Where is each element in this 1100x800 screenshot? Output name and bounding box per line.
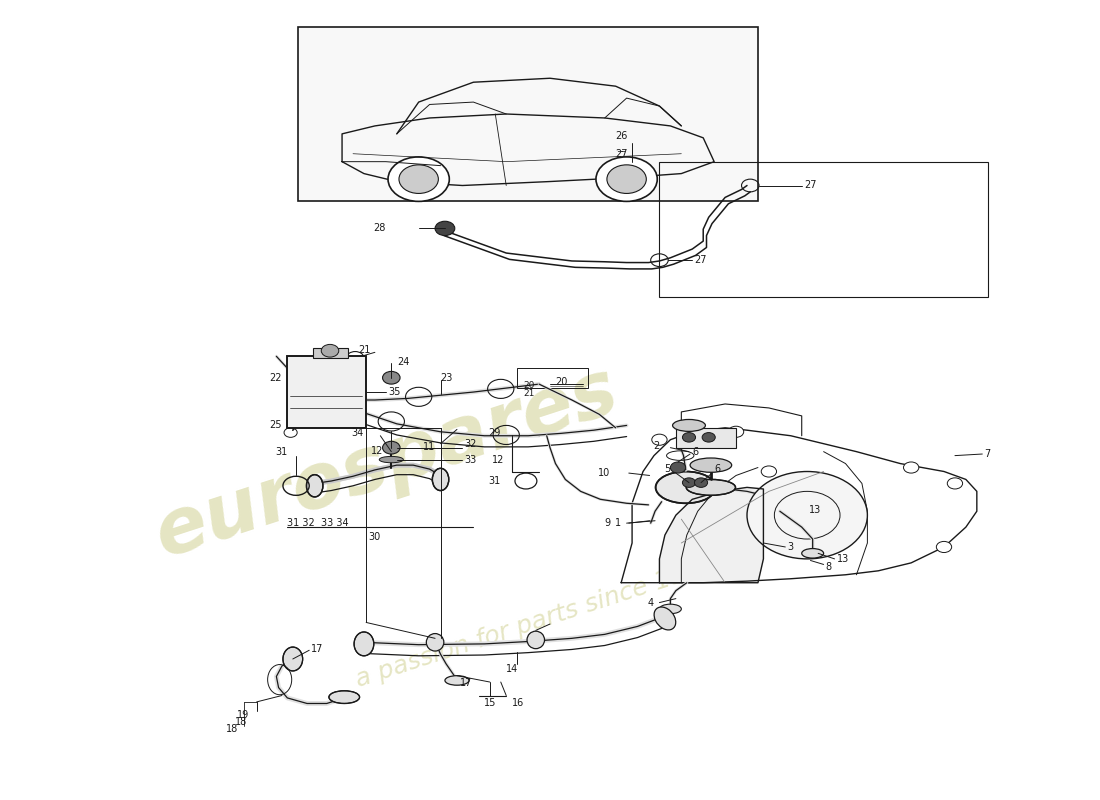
Circle shape bbox=[321, 344, 339, 357]
Circle shape bbox=[747, 471, 868, 559]
Text: 18: 18 bbox=[226, 724, 238, 734]
Text: 24: 24 bbox=[397, 357, 409, 367]
Circle shape bbox=[383, 442, 400, 454]
Ellipse shape bbox=[307, 474, 323, 497]
Text: 27: 27 bbox=[694, 255, 707, 265]
Text: 13: 13 bbox=[837, 554, 849, 564]
Ellipse shape bbox=[427, 634, 443, 651]
Text: 31 32  33 34: 31 32 33 34 bbox=[287, 518, 349, 528]
Ellipse shape bbox=[354, 632, 374, 656]
Circle shape bbox=[383, 371, 400, 384]
Text: 6: 6 bbox=[714, 464, 720, 474]
Text: 25: 25 bbox=[270, 421, 282, 430]
Circle shape bbox=[399, 165, 439, 194]
Circle shape bbox=[670, 462, 685, 473]
Text: 28: 28 bbox=[374, 223, 386, 234]
Text: 6: 6 bbox=[692, 446, 698, 457]
Circle shape bbox=[728, 426, 744, 438]
Ellipse shape bbox=[379, 457, 404, 462]
Text: 13: 13 bbox=[810, 505, 822, 514]
Text: eurospares: eurospares bbox=[145, 354, 627, 574]
Text: 26: 26 bbox=[615, 131, 627, 142]
Text: 27: 27 bbox=[804, 181, 816, 190]
Circle shape bbox=[682, 478, 695, 487]
Circle shape bbox=[761, 466, 777, 477]
Text: 9: 9 bbox=[604, 518, 611, 528]
Text: 35: 35 bbox=[388, 387, 400, 397]
Text: a passion for parts since 1985: a passion for parts since 1985 bbox=[353, 553, 719, 692]
Ellipse shape bbox=[315, 378, 359, 422]
Ellipse shape bbox=[686, 479, 736, 495]
Circle shape bbox=[596, 157, 658, 202]
Ellipse shape bbox=[656, 471, 716, 503]
Text: 23: 23 bbox=[441, 373, 453, 382]
Text: 20: 20 bbox=[524, 381, 535, 390]
Text: 2: 2 bbox=[653, 441, 659, 451]
Bar bbox=[675, 428, 736, 448]
Ellipse shape bbox=[659, 604, 681, 614]
Circle shape bbox=[702, 433, 715, 442]
Text: 5: 5 bbox=[664, 464, 670, 474]
Text: 16: 16 bbox=[512, 698, 524, 709]
Text: 8: 8 bbox=[826, 562, 832, 572]
Bar bbox=[312, 348, 348, 358]
Text: 32: 32 bbox=[464, 439, 477, 450]
Text: 15: 15 bbox=[484, 698, 496, 709]
Text: 20: 20 bbox=[556, 377, 568, 386]
Text: 4: 4 bbox=[648, 598, 654, 607]
Ellipse shape bbox=[672, 419, 705, 431]
Text: 1: 1 bbox=[615, 518, 622, 528]
Bar bbox=[517, 368, 588, 388]
Ellipse shape bbox=[444, 676, 469, 686]
Text: 21: 21 bbox=[524, 389, 535, 398]
Text: 14: 14 bbox=[506, 663, 518, 674]
Text: 19: 19 bbox=[238, 710, 250, 720]
Text: __: __ bbox=[617, 143, 626, 152]
Circle shape bbox=[936, 542, 952, 553]
Text: 12: 12 bbox=[372, 446, 384, 456]
Ellipse shape bbox=[329, 690, 360, 703]
Text: 27: 27 bbox=[615, 149, 627, 158]
Ellipse shape bbox=[283, 647, 302, 671]
Text: 31: 31 bbox=[488, 476, 501, 486]
Text: 31: 31 bbox=[276, 446, 288, 457]
Text: 34: 34 bbox=[352, 428, 364, 438]
Text: 33: 33 bbox=[464, 454, 477, 465]
Ellipse shape bbox=[654, 607, 675, 630]
Ellipse shape bbox=[690, 458, 732, 472]
Text: 11: 11 bbox=[422, 442, 436, 452]
Circle shape bbox=[607, 165, 647, 194]
Text: 12: 12 bbox=[492, 454, 504, 465]
Text: 10: 10 bbox=[598, 468, 611, 478]
Text: 3: 3 bbox=[788, 542, 793, 552]
Circle shape bbox=[388, 157, 449, 202]
Text: 7: 7 bbox=[984, 449, 991, 459]
Text: 22: 22 bbox=[270, 373, 282, 382]
Bar bbox=[287, 356, 366, 428]
Text: 21: 21 bbox=[358, 345, 370, 355]
Circle shape bbox=[652, 434, 667, 446]
Ellipse shape bbox=[802, 549, 824, 558]
Bar bbox=[287, 356, 366, 428]
Ellipse shape bbox=[432, 468, 449, 490]
Text: 18: 18 bbox=[235, 717, 248, 726]
Bar bbox=[298, 26, 758, 202]
Circle shape bbox=[682, 433, 695, 442]
Circle shape bbox=[947, 478, 962, 489]
Text: 30: 30 bbox=[368, 532, 381, 542]
Bar bbox=[659, 162, 988, 297]
Ellipse shape bbox=[527, 631, 544, 649]
Circle shape bbox=[903, 462, 918, 473]
Text: 17: 17 bbox=[460, 678, 473, 688]
Circle shape bbox=[694, 478, 707, 487]
Text: 17: 17 bbox=[311, 644, 323, 654]
Polygon shape bbox=[659, 487, 763, 582]
Text: 29: 29 bbox=[488, 428, 501, 438]
Circle shape bbox=[436, 222, 454, 235]
